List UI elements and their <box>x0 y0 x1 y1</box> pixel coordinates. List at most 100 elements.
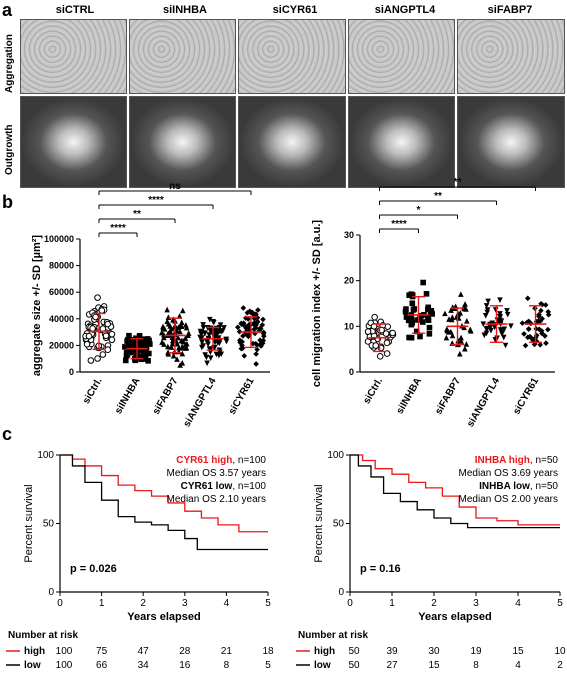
y-tick-label: 0 <box>338 587 344 598</box>
data-point <box>448 328 454 335</box>
data-point <box>257 342 263 348</box>
risk-value: 5 <box>265 660 271 671</box>
data-point <box>497 311 503 317</box>
risk-value: 16 <box>179 660 191 671</box>
risk-row-label: high <box>314 646 335 657</box>
y-tick-label: 80000 <box>49 261 74 271</box>
data-point <box>253 361 259 367</box>
data-point <box>545 326 551 333</box>
data-point <box>426 324 433 331</box>
condition-label: siCTRL <box>55 4 95 16</box>
p-value: p = 0.026 <box>70 563 117 575</box>
data-point <box>405 317 412 324</box>
data-point <box>461 324 467 331</box>
risk-value: 8 <box>224 660 230 671</box>
data-point <box>161 325 168 332</box>
data-point <box>424 314 431 321</box>
legend-high: CYR61 high, n=100 <box>176 455 266 466</box>
y-tick-label: 100000 <box>44 234 74 244</box>
risk-value: 15 <box>428 660 440 671</box>
risk-value: 39 <box>386 646 398 657</box>
x-axis-label: Years elapsed <box>127 611 200 623</box>
data-point <box>252 340 259 347</box>
data-point <box>497 297 503 304</box>
data-point <box>250 321 257 328</box>
data-point <box>241 353 248 359</box>
data-point <box>175 334 181 341</box>
x-tick-label: 1 <box>99 598 105 609</box>
data-point <box>382 330 390 337</box>
data-point <box>240 333 246 339</box>
x-tick-label: 3 <box>473 598 479 609</box>
data-point <box>142 356 149 362</box>
x-tick-label: 1 <box>389 598 395 609</box>
data-point <box>463 341 470 347</box>
risk-value: 21 <box>221 646 233 657</box>
category-label: siINHBA <box>395 376 425 416</box>
data-point <box>169 340 176 347</box>
data-point <box>403 314 410 320</box>
data-point <box>83 340 91 348</box>
x-tick-label: 4 <box>224 598 230 609</box>
data-point <box>133 354 140 360</box>
risk-value: 100 <box>56 660 73 671</box>
data-point <box>214 329 220 336</box>
data-point <box>94 294 101 301</box>
significance-label: **** <box>148 195 164 206</box>
micrograph-aggregation <box>129 19 236 94</box>
data-point <box>260 337 267 344</box>
data-point <box>205 341 211 348</box>
micrograph-aggregation <box>348 19 455 94</box>
category-label: siCtrl. <box>361 376 385 406</box>
significance-label: * <box>417 205 421 216</box>
data-point <box>137 347 144 354</box>
category-label: siFABP7 <box>433 376 463 417</box>
data-point <box>456 350 463 357</box>
risk-title: Number at risk <box>298 630 369 641</box>
data-point <box>383 339 391 347</box>
category-label: siCYR61 <box>227 376 257 417</box>
data-point <box>409 292 416 298</box>
data-point <box>211 319 217 326</box>
data-point <box>371 313 378 321</box>
data-point <box>122 344 128 350</box>
data-point <box>247 308 253 315</box>
data-point <box>165 314 172 321</box>
data-point <box>413 328 420 335</box>
data-point <box>488 327 494 334</box>
data-point <box>165 349 171 355</box>
y-tick-label: 100 <box>327 450 344 461</box>
data-point <box>408 334 415 341</box>
y-axis-label: Percent survival <box>313 484 325 562</box>
data-point <box>200 325 207 331</box>
data-point <box>158 329 165 336</box>
data-point <box>410 307 417 313</box>
data-point <box>130 347 136 354</box>
data-point <box>85 332 93 340</box>
y-tick-label: 50 <box>43 519 55 530</box>
data-point <box>129 336 135 343</box>
x-tick-label: 5 <box>557 598 563 609</box>
data-point <box>253 322 259 328</box>
legend-low-median: Median OS 2.10 years <box>167 494 267 505</box>
legend-high-median: Median OS 3.69 years <box>459 468 559 479</box>
data-point <box>253 311 259 317</box>
data-point <box>519 320 526 326</box>
data-point <box>87 357 95 364</box>
data-point <box>462 345 468 352</box>
condition-label: siFABP7 <box>487 4 533 16</box>
data-point <box>543 340 549 346</box>
data-point <box>458 334 464 341</box>
data-point <box>200 322 206 328</box>
data-point <box>449 314 456 320</box>
data-point <box>487 324 494 331</box>
data-point <box>178 319 185 326</box>
data-point <box>98 307 106 314</box>
data-point <box>206 346 213 352</box>
data-point <box>179 343 185 350</box>
data-point <box>244 323 250 330</box>
y-tick-label: 60000 <box>49 287 74 297</box>
data-point <box>254 346 260 353</box>
data-point <box>260 316 266 323</box>
data-point <box>253 351 259 357</box>
